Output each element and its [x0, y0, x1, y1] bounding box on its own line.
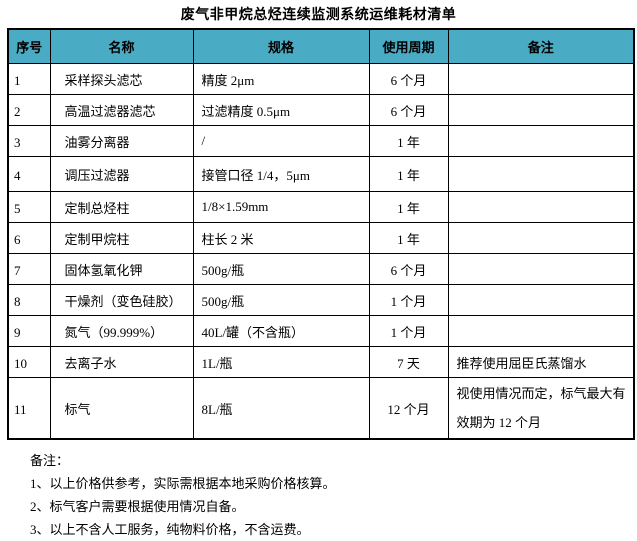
table-row: 9 氮气（99.999%） 40L/罐（不含瓶） 1 个月 — [7, 315, 635, 347]
cell-no: 10 — [7, 346, 51, 378]
cell-period: 1 年 — [368, 156, 449, 192]
cell-no: 5 — [7, 191, 51, 223]
cell-spec: 精度 2μm — [192, 63, 370, 95]
cell-no: 3 — [7, 125, 51, 157]
header-name: 名称 — [49, 28, 194, 64]
cell-spec: 过滤精度 0.5μm — [192, 94, 370, 126]
table-row: 10 去离子水 1L/瓶 7 天 推荐使用屈臣氏蒸馏水 — [7, 346, 635, 378]
cell-no: 6 — [7, 222, 51, 254]
cell-spec: 1L/瓶 — [192, 346, 370, 378]
cell-spec: 柱长 2 米 — [192, 222, 370, 254]
cell-name: 干燥剂（变色硅胶） — [49, 284, 194, 316]
table-row: 7 固体氢氧化钾 500g/瓶 6 个月 — [7, 253, 635, 285]
cell-spec: 1/8×1.59mm — [192, 191, 370, 223]
table-header-row: 序号 名称 规格 使用周期 备注 — [7, 28, 635, 64]
cell-remark — [447, 315, 635, 347]
footnotes-label: 备注： — [30, 453, 70, 468]
cell-name: 固体氢氧化钾 — [49, 253, 194, 285]
cell-no: 11 — [7, 377, 51, 440]
cell-remark — [447, 94, 635, 126]
header-period: 使用周期 — [368, 28, 449, 64]
cell-remark: 视使用情况而定，标气最大有效期为 12 个月 — [447, 377, 635, 440]
table-row: 11 标气 8L/瓶 12 个月 视使用情况而定，标气最大有效期为 12 个月 — [7, 377, 635, 440]
table-row: 6 定制甲烷柱 柱长 2 米 1 年 — [7, 222, 635, 254]
consumables-table: 序号 名称 规格 使用周期 备注 1 采样探头滤芯 精度 2μm 6 个月 2 … — [7, 28, 635, 440]
cell-period: 6 个月 — [368, 63, 449, 95]
table-row: 5 定制总烃柱 1/8×1.59mm 1 年 — [7, 191, 635, 223]
page-title: 废气非甲烷总烃连续监测系统运维耗材清单 — [180, 6, 457, 22]
header-spec: 规格 — [192, 28, 370, 64]
cell-period: 12 个月 — [368, 377, 449, 440]
cell-name: 采样探头滤芯 — [49, 63, 194, 95]
cell-spec: 接管口径 1/4，5μm — [192, 156, 370, 192]
cell-period: 1 年 — [368, 222, 449, 254]
cell-name: 油雾分离器 — [49, 125, 194, 157]
cell-remark: 推荐使用屈臣氏蒸馏水 — [447, 346, 635, 378]
footnotes: 备注： 1、以上价格供参考，实际需根据本地采购价格核算。 2、标气客户需要根据使… — [30, 449, 637, 541]
cell-period: 1 个月 — [368, 315, 449, 347]
cell-spec: / — [192, 125, 370, 157]
cell-spec: 500g/瓶 — [192, 284, 370, 316]
cell-name: 标气 — [49, 377, 194, 440]
cell-period: 6 个月 — [368, 94, 449, 126]
cell-name: 高温过滤器滤芯 — [49, 94, 194, 126]
cell-spec: 40L/罐（不含瓶） — [192, 315, 370, 347]
cell-remark — [447, 125, 635, 157]
table-row: 3 油雾分离器 / 1 年 — [7, 125, 635, 157]
cell-period: 7 天 — [368, 346, 449, 378]
cell-no: 1 — [7, 63, 51, 95]
cell-period: 1 个月 — [368, 284, 449, 316]
table-row: 4 调压过滤器 接管口径 1/4，5μm 1 年 — [7, 156, 635, 192]
cell-remark — [447, 191, 635, 223]
cell-name: 调压过滤器 — [49, 156, 194, 192]
header-remark: 备注 — [447, 28, 635, 64]
table-row: 2 高温过滤器滤芯 过滤精度 0.5μm 6 个月 — [7, 94, 635, 126]
cell-period: 1 年 — [368, 125, 449, 157]
table-row: 8 干燥剂（变色硅胶） 500g/瓶 1 个月 — [7, 284, 635, 316]
cell-name: 去离子水 — [49, 346, 194, 378]
cell-name: 定制甲烷柱 — [49, 222, 194, 254]
cell-remark — [447, 222, 635, 254]
cell-spec: 8L/瓶 — [192, 377, 370, 440]
footnote-item: 1、以上价格供参考，实际需根据本地采购价格核算。 — [30, 476, 336, 491]
table-row: 1 采样探头滤芯 精度 2μm 6 个月 — [7, 63, 635, 95]
cell-remark — [447, 284, 635, 316]
cell-no: 9 — [7, 315, 51, 347]
cell-name: 氮气（99.999%） — [49, 315, 194, 347]
cell-no: 8 — [7, 284, 51, 316]
cell-name: 定制总烃柱 — [49, 191, 194, 223]
cell-spec: 500g/瓶 — [192, 253, 370, 285]
header-no: 序号 — [7, 28, 51, 64]
footnote-item: 3、以上不含人工服务，纯物料价格，不含运费。 — [30, 522, 310, 537]
cell-remark — [447, 63, 635, 95]
cell-period: 1 年 — [368, 191, 449, 223]
cell-remark — [447, 156, 635, 192]
cell-period: 6 个月 — [368, 253, 449, 285]
cell-remark — [447, 253, 635, 285]
cell-no: 4 — [7, 156, 51, 192]
footnote-item: 2、标气客户需要根据使用情况自备。 — [30, 499, 245, 514]
cell-no: 2 — [7, 94, 51, 126]
cell-no: 7 — [7, 253, 51, 285]
